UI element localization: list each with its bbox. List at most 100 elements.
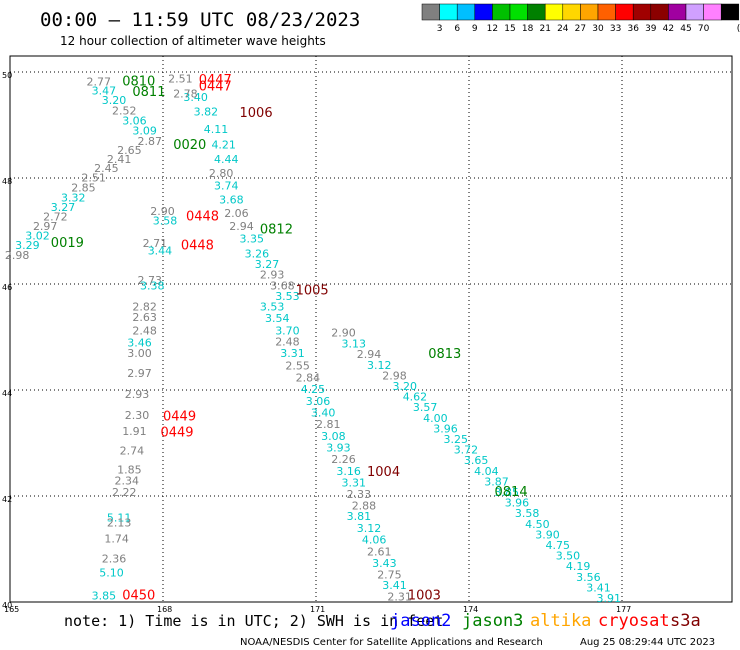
colorbar-label: 9 — [472, 24, 478, 34]
wave-height-value: 3.58 — [153, 215, 178, 228]
wave-height-value: 2.45 — [94, 162, 119, 175]
colorbar-swatch — [439, 3, 458, 21]
wave-height-value: 3.43 — [372, 557, 397, 570]
wave-height-value: 4.25 — [301, 383, 326, 396]
colorbar-label: 6 — [454, 24, 460, 34]
wave-height-value: 2.26 — [331, 453, 356, 466]
pass-time-label: 0447 — [199, 73, 232, 88]
wave-height-value: 2.61 — [367, 545, 392, 558]
colorbar-swatch — [492, 3, 511, 21]
footer-timestamp: Aug 25 08:29:44 UTC 2023 — [580, 637, 715, 648]
pass-time-label: 0810 — [122, 74, 155, 89]
colorbar-swatch — [509, 3, 528, 21]
wave-height-value: 2.51 — [81, 172, 106, 185]
wave-height-value: 2.30 — [125, 409, 150, 422]
colorbar-label: 27 — [575, 24, 586, 34]
pass-time-label: 0020 — [173, 138, 206, 153]
wave-height-value: 2.65 — [117, 144, 142, 157]
wave-height-value: 3.44 — [148, 244, 173, 257]
wave-height-value: 2.41 — [107, 153, 131, 166]
wave-height-value: 2.97 — [33, 220, 58, 233]
colorbar-swatch — [456, 3, 476, 21]
pass-time-label: 0449 — [160, 426, 193, 441]
wave-height-value: 3.02 — [25, 229, 50, 242]
wave-height-value: 3.82 — [194, 105, 219, 118]
x-tick-label: 168 — [157, 605, 172, 614]
colorbar-unit: (ft) — [737, 24, 740, 34]
colorbar-label: 18 — [522, 24, 534, 34]
wave-height-value: 2.72 — [43, 210, 68, 223]
wave-height-value: 2.84 — [296, 372, 321, 385]
grid — [10, 56, 732, 602]
wave-height-value: 2.13 — [107, 517, 131, 530]
wave-height-value: 3.27 — [255, 258, 279, 271]
y-tick-label: 42 — [2, 495, 12, 504]
wave-height-value: 3.53 — [260, 301, 285, 314]
wave-height-value: 2.88 — [352, 499, 377, 512]
wave-height-value: 2.75 — [377, 569, 402, 582]
wave-height-value: 2.94 — [229, 220, 254, 233]
wave-height-value: 3.40 — [311, 407, 336, 420]
x-tick-label: 165 — [4, 605, 19, 614]
colorbar-label: 12 — [487, 24, 498, 34]
axis-ticks: 165 168 171 174 177 40 42 44 46 48 50 — [2, 71, 631, 614]
pass-time-label: 0813 — [428, 347, 461, 362]
wave-height-value: 3.31 — [342, 476, 367, 489]
wave-height-value: 4.50 — [525, 518, 550, 531]
wave-height-value: 2.34 — [115, 474, 140, 487]
wave-height-value: 2.93 — [125, 388, 150, 401]
colorbar-swatch — [703, 3, 722, 21]
wave-height-value: 1.74 — [104, 533, 129, 546]
y-tick-label: 48 — [2, 177, 12, 186]
wave-height-value: 3.72 — [454, 444, 479, 457]
wave-height-value: 2.52 — [112, 104, 137, 117]
wave-height-value: 4.04 — [474, 465, 499, 478]
wave-height-value: 2.85 — [71, 181, 96, 194]
wave-height-value: 4.44 — [214, 153, 239, 166]
y-tick-label: 46 — [2, 283, 12, 292]
wave-height-value: 3.25 — [444, 433, 469, 446]
colorbar-label: 45 — [680, 24, 691, 34]
wave-height-value: 3.09 — [132, 125, 157, 138]
colorbar-label: 24 — [557, 24, 569, 34]
wave-height-value: 5.11 — [107, 511, 131, 524]
wave-height-value: 2.90 — [331, 326, 356, 339]
wave-height-value: 4.06 — [362, 534, 387, 547]
wave-height-value: 2.63 — [132, 311, 157, 324]
wave-height-value: 3.35 — [240, 233, 265, 246]
wave-height-value: 3.54 — [265, 312, 290, 325]
chart-title: 00:00 — 11:59 UTC 08/23/2023 — [40, 9, 360, 31]
wave-height-value: 3.13 — [342, 338, 367, 351]
wave-height-value: 3.74 — [214, 180, 239, 193]
wave-height-value: 3.06 — [306, 395, 331, 408]
wave-height-value: 3.93 — [326, 441, 351, 454]
pass-time-label: 0019 — [51, 236, 84, 251]
colorbar-swatch — [668, 3, 687, 21]
pass-time-label: 0812 — [260, 223, 293, 238]
wave-height-value: 4.11 — [204, 123, 229, 136]
wave-height-points: 2.773.473.202.523.063.092.872.652.412.45… — [5, 73, 621, 605]
wave-height-value: 2.87 — [138, 135, 163, 148]
colorbar-swatch — [597, 3, 616, 21]
wave-height-value: 5.10 — [99, 567, 124, 580]
wave-height-value: 3.12 — [367, 359, 392, 372]
wave-height-value: 3.56 — [576, 571, 601, 584]
wave-height-value: 3.40 — [183, 91, 208, 104]
wave-height-value: 3.90 — [535, 528, 560, 541]
wave-height-value: 2.33 — [347, 488, 372, 501]
pass-time-label: 0450 — [122, 588, 155, 603]
wave-height-value: 3.31 — [280, 347, 305, 360]
wave-height-value: 3.65 — [464, 454, 489, 467]
wave-height-value: 2.82 — [132, 301, 157, 314]
wave-height-value: 3.27 — [51, 201, 76, 214]
wave-height-value: 2.94 — [357, 348, 382, 361]
chart-subtitle: 12 hour collection of altimeter wave hei… — [60, 34, 326, 48]
x-tick-label: 174 — [463, 605, 478, 614]
footer-note: note: 1) Time is in UTC; 2) SWH is in fe… — [64, 612, 443, 630]
colorbar-label: 42 — [663, 24, 674, 34]
wave-height-value: 2.06 — [224, 207, 249, 220]
colorbar-swatch — [562, 3, 581, 21]
colorbar-swatch — [720, 3, 740, 21]
